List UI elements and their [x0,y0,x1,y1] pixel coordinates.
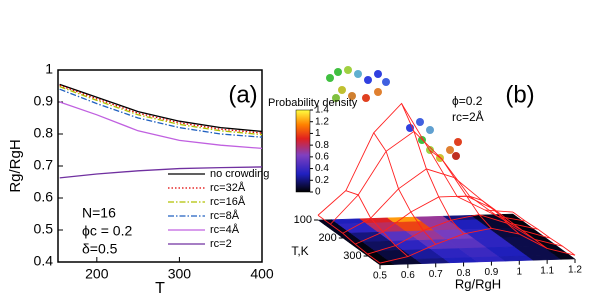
series-line [59,88,263,138]
surface-column [317,214,381,264]
legend-label: rc=32Å [210,181,246,194]
legend-label: rc=4Å [210,223,240,236]
series-line [59,101,263,150]
panel-title: (a) [228,81,257,108]
x-tick-label: 0.7 [429,269,443,280]
y-tick-label: 0.4 [34,253,54,269]
y-tick-label: 0.6 [34,189,54,205]
surface-row [379,227,576,264]
annotation: N=16 [82,205,116,221]
colorbar-tick-label: 0.2 [315,175,329,186]
x-tick-label: 0.8 [457,268,471,279]
series-line [59,84,263,134]
annotation: rc=2Å [452,109,484,124]
surface-column [401,103,464,235]
annotation: ϕc = 0.2 [82,223,132,239]
x-tick-label: 200 [85,266,109,282]
surface-row [330,130,526,225]
molecule [326,66,462,162]
y-tick-label: 0.8 [34,125,54,141]
x-tick-label: 0.6 [401,270,415,281]
x-tick-label: 1.2 [568,265,582,276]
colorbar-label: Probability density [268,97,358,109]
x-tick-label: 1.1 [540,265,554,276]
x-axis-label: T [155,280,165,297]
x-tick-label: 1 [517,266,523,277]
y-tick-label: 300 [343,250,361,262]
colorbar-tick-label: 1.2 [315,116,329,127]
y-tick-label: 100 [294,214,312,226]
y-tick-label: 0.9 [34,93,54,109]
colorbar-tick-label: 0.6 [315,151,329,162]
surface-column [484,209,548,249]
series-line [59,166,263,179]
surface-column [457,195,520,235]
surface-row [317,102,514,216]
panel-title: (b) [505,81,534,108]
x-tick-label: 0.9 [484,267,498,278]
y-axis-label: T,K [291,244,308,258]
surface-column [345,190,409,257]
y-axis-label: Rg/RgH [7,139,24,192]
colorbar-tick-label: 1 [315,128,321,139]
legend-label: rc=2 [210,238,232,250]
surface-column [512,211,576,256]
surface-column [429,149,492,229]
annotation: ϕ=0.2 [452,94,483,108]
y-tick-label: 0.5 [34,221,54,237]
y-tick-label: 200 [318,232,336,244]
annotation: δ=0.5 [82,241,118,257]
y-tick-label: 0.7 [34,157,54,173]
x-tick-label: 0.5 [373,271,387,282]
colorbar [295,109,311,193]
series-line [59,83,263,133]
x-tick-label: 400 [250,266,274,282]
y-tick-label: 1 [45,61,53,77]
colorbar-tick-label: 1.4 [315,105,329,116]
colorbar-tick-label: 0.4 [315,163,329,174]
x-axis-label: Rg/RgH [455,276,501,291]
legend-label: rc=8Å [210,209,240,222]
x-tick-label: 300 [168,266,192,282]
legend-label: rc=16Å [210,195,246,208]
legend-label: no crowding [210,168,269,180]
surface-row [342,168,538,234]
colorbar-tick-label: 0.8 [315,140,329,151]
surface-row [367,214,563,255]
surface-column [373,132,437,245]
surface-row [355,195,551,245]
series-line [59,86,263,136]
colorbar-tick-label: 0 [315,187,321,198]
